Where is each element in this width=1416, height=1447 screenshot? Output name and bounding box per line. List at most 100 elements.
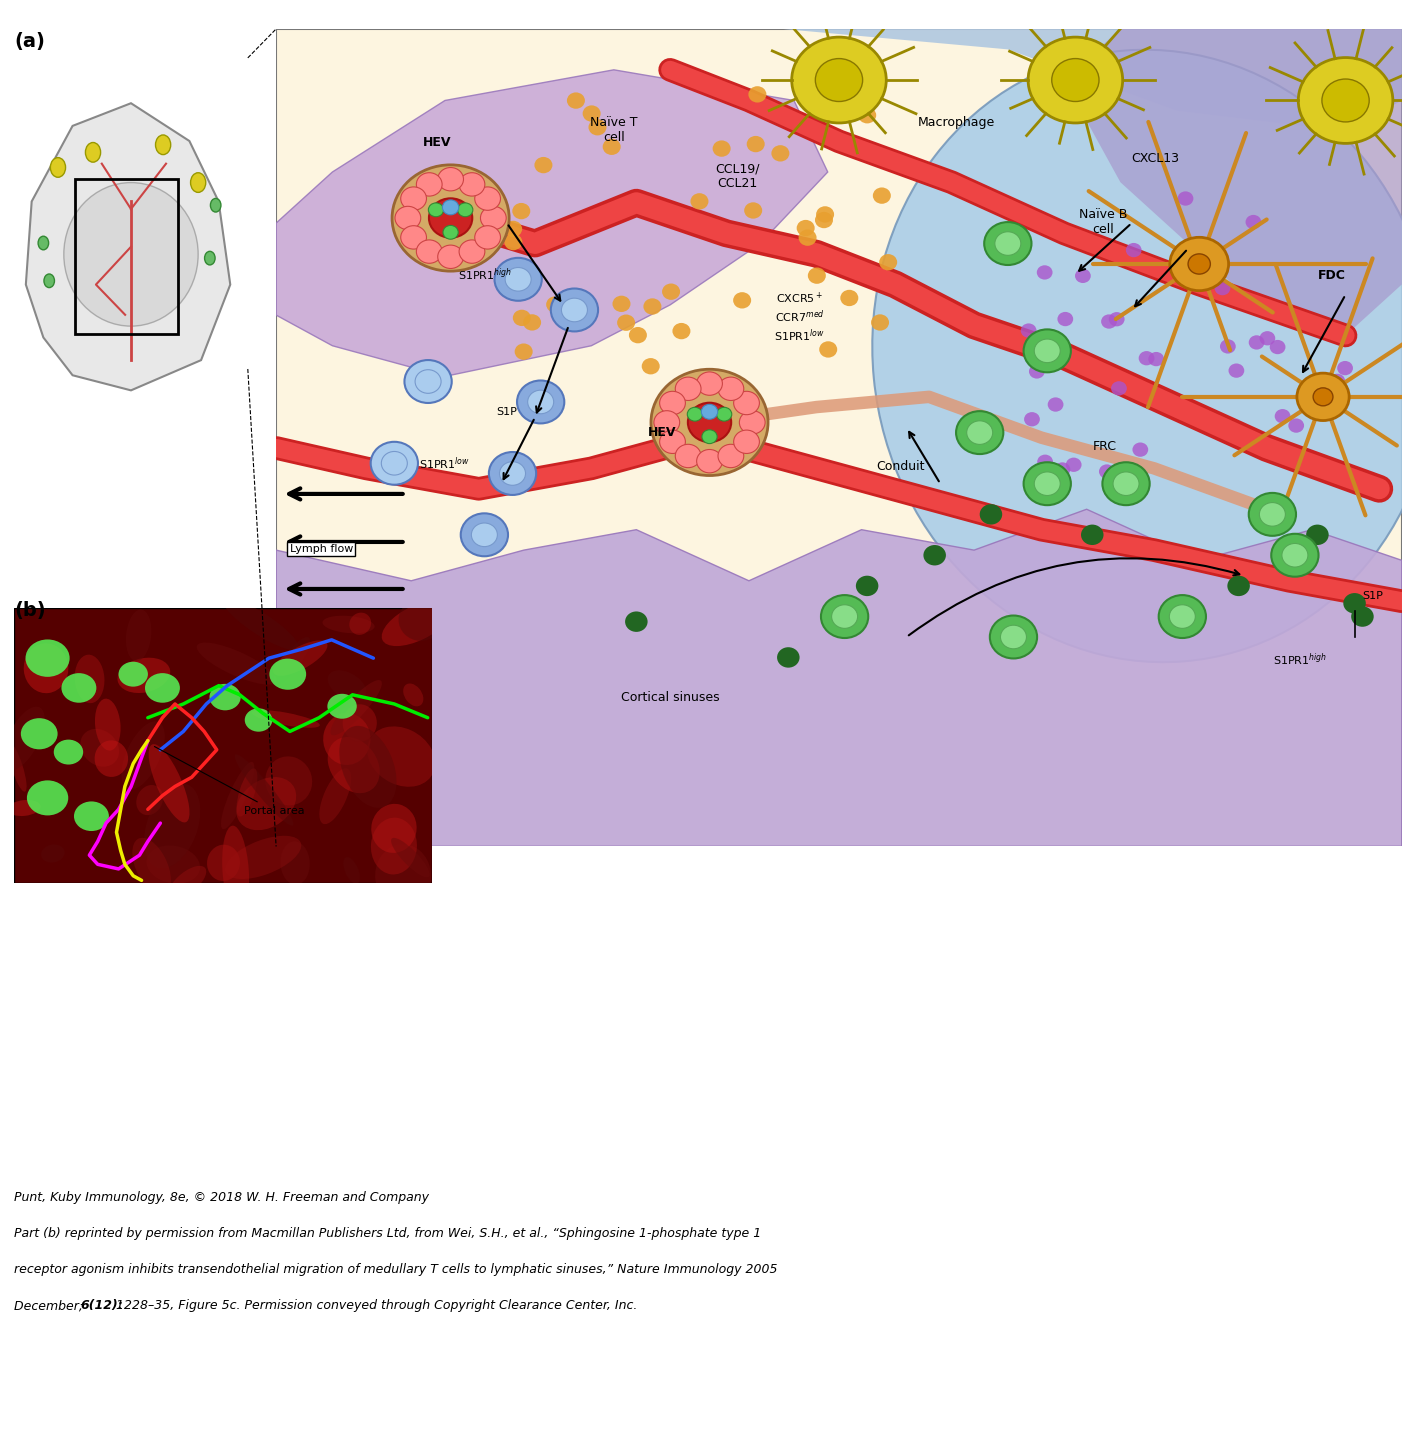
Ellipse shape [210, 684, 241, 710]
Ellipse shape [375, 844, 430, 907]
Polygon shape [25, 103, 231, 391]
Ellipse shape [169, 865, 207, 899]
Text: HEV: HEV [647, 425, 675, 438]
Ellipse shape [197, 642, 276, 684]
Circle shape [211, 198, 221, 213]
Circle shape [1024, 462, 1070, 505]
Circle shape [1024, 412, 1039, 427]
Circle shape [401, 226, 426, 249]
Circle shape [1323, 80, 1369, 122]
FancyBboxPatch shape [276, 29, 1402, 846]
Ellipse shape [144, 673, 180, 703]
Ellipse shape [95, 699, 120, 751]
Ellipse shape [273, 641, 327, 676]
Circle shape [405, 360, 452, 402]
Circle shape [660, 430, 685, 453]
Ellipse shape [367, 726, 435, 787]
Circle shape [739, 411, 765, 434]
Circle shape [718, 378, 743, 401]
Circle shape [673, 323, 691, 339]
Circle shape [855, 576, 878, 596]
Circle shape [984, 221, 1031, 265]
Ellipse shape [382, 599, 453, 647]
Circle shape [1112, 381, 1127, 395]
Text: Naïve T
cell: Naïve T cell [590, 116, 637, 145]
Circle shape [1188, 253, 1211, 273]
Circle shape [1066, 457, 1082, 472]
Circle shape [474, 187, 500, 210]
Ellipse shape [54, 739, 84, 764]
Ellipse shape [269, 658, 306, 690]
Circle shape [528, 391, 554, 414]
Ellipse shape [122, 721, 164, 790]
Circle shape [474, 226, 500, 249]
Text: S1P: S1P [1362, 592, 1383, 601]
Circle shape [613, 295, 630, 313]
Circle shape [506, 268, 531, 291]
Circle shape [809, 268, 826, 284]
Circle shape [1249, 493, 1296, 535]
Circle shape [1274, 410, 1290, 424]
Ellipse shape [273, 637, 310, 684]
Circle shape [1259, 331, 1276, 346]
Text: Cortical sinuses: Cortical sinuses [620, 692, 719, 705]
Circle shape [871, 314, 889, 331]
Circle shape [837, 104, 855, 120]
Circle shape [429, 203, 443, 217]
Circle shape [1170, 605, 1195, 628]
Ellipse shape [236, 768, 258, 816]
Circle shape [799, 230, 817, 246]
Circle shape [675, 378, 701, 401]
Circle shape [1029, 365, 1045, 379]
Circle shape [990, 615, 1037, 658]
Circle shape [38, 236, 48, 250]
Circle shape [523, 314, 541, 330]
Circle shape [923, 546, 946, 566]
Circle shape [459, 240, 484, 263]
Polygon shape [276, 509, 1402, 846]
Circle shape [746, 136, 765, 152]
Circle shape [663, 284, 680, 300]
Circle shape [1229, 363, 1245, 378]
Ellipse shape [404, 683, 423, 706]
Ellipse shape [81, 729, 119, 767]
Ellipse shape [118, 658, 170, 693]
Text: HEV: HEV [422, 136, 450, 149]
Circle shape [472, 522, 497, 547]
Circle shape [514, 343, 532, 360]
Ellipse shape [24, 644, 68, 693]
Circle shape [1080, 525, 1103, 546]
Ellipse shape [327, 670, 367, 700]
Circle shape [772, 145, 789, 162]
Circle shape [1099, 464, 1114, 479]
Ellipse shape [221, 761, 255, 829]
Circle shape [1289, 418, 1304, 433]
Circle shape [1298, 58, 1393, 143]
Ellipse shape [371, 818, 416, 874]
Circle shape [371, 441, 418, 485]
Circle shape [995, 232, 1021, 255]
Circle shape [1048, 398, 1063, 412]
Circle shape [821, 595, 868, 638]
Circle shape [1055, 463, 1070, 476]
Circle shape [429, 198, 473, 237]
Circle shape [1037, 265, 1052, 279]
Circle shape [416, 172, 442, 197]
Circle shape [1075, 269, 1090, 284]
Text: (b): (b) [14, 601, 45, 619]
Ellipse shape [21, 718, 58, 750]
Circle shape [1259, 502, 1286, 527]
Ellipse shape [25, 640, 69, 677]
Circle shape [1113, 472, 1138, 495]
Circle shape [1046, 334, 1062, 347]
Circle shape [438, 245, 463, 269]
Circle shape [44, 273, 54, 288]
Text: S1PR1$^{high}$: S1PR1$^{high}$ [459, 266, 513, 282]
Circle shape [156, 135, 171, 155]
Circle shape [816, 211, 833, 229]
Circle shape [816, 58, 862, 101]
Circle shape [500, 462, 525, 485]
Polygon shape [276, 29, 1402, 132]
Ellipse shape [61, 673, 96, 703]
Ellipse shape [323, 713, 371, 765]
